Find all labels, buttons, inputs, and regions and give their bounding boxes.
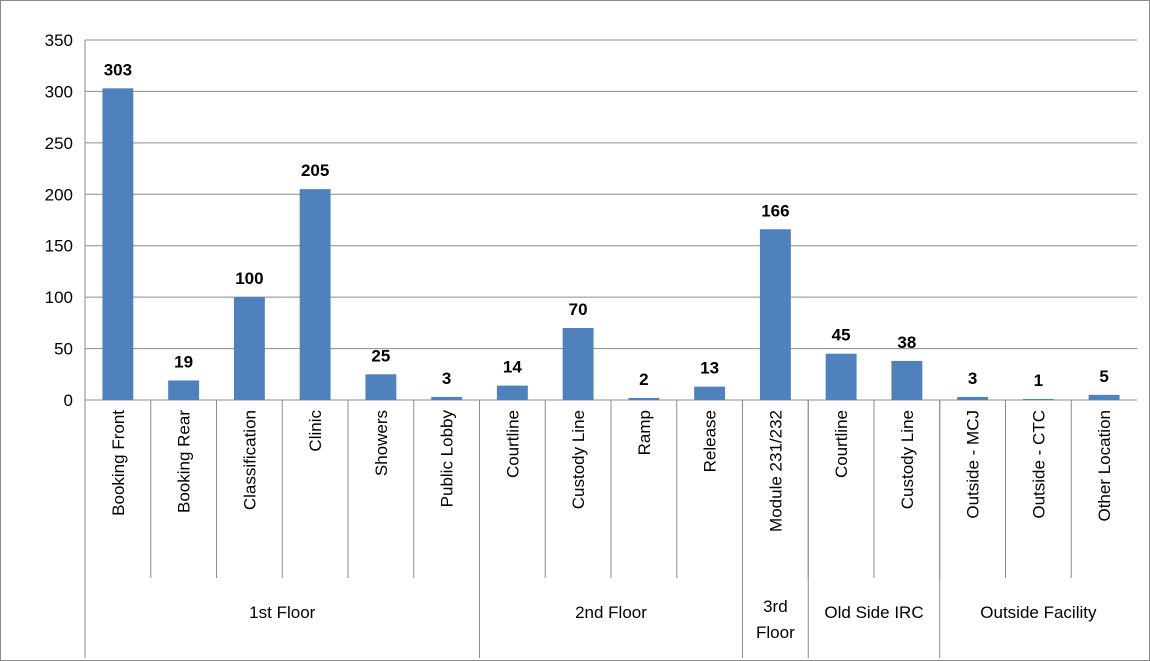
bar: [496, 385, 528, 400]
y-tick-label: 250: [45, 134, 73, 153]
data-label: 205: [301, 161, 329, 180]
y-tick-label: 100: [45, 288, 73, 307]
bar: [1022, 398, 1054, 400]
data-label: 45: [832, 326, 851, 345]
category-label: Showers: [372, 410, 391, 476]
bar: [365, 374, 397, 400]
bar: [562, 328, 594, 400]
group-label: 2nd Floor: [575, 603, 647, 622]
y-tick-label: 300: [45, 82, 73, 101]
data-label: 70: [569, 300, 588, 319]
bar: [957, 396, 989, 400]
category-label: Classification: [240, 410, 259, 510]
category-label: Outside - MCJ: [964, 410, 983, 519]
category-label: Booking Rear: [175, 410, 194, 513]
bar: [628, 397, 660, 400]
group-label: 3rd Floor: [756, 597, 795, 642]
category-label: Module 231/232: [766, 410, 785, 532]
bar: [431, 396, 463, 400]
data-label: 5: [1099, 367, 1108, 386]
data-label: 303: [104, 60, 132, 79]
data-label: 38: [897, 333, 916, 352]
data-label: 13: [700, 359, 719, 378]
bar: [891, 360, 923, 400]
data-label: 14: [503, 358, 522, 377]
category-label: Clinic: [306, 410, 325, 452]
category-label: Courtline: [503, 410, 522, 478]
y-tick-label: 200: [45, 185, 73, 204]
category-label: Outside - CTC: [1029, 410, 1048, 519]
group-label: Outside Facility: [980, 603, 1097, 622]
bar: [168, 380, 200, 400]
data-label: 2: [639, 370, 648, 389]
category-label: Release: [701, 410, 720, 472]
bar: [233, 297, 265, 400]
category-label: Booking Front: [109, 410, 128, 516]
data-label: 100: [235, 269, 263, 288]
bar: [1088, 394, 1120, 400]
data-label: 3: [442, 369, 451, 388]
data-label: 3: [968, 369, 977, 388]
group-label: Old Side IRC: [824, 603, 923, 622]
y-tick-label: 0: [64, 391, 73, 410]
data-label: 1: [1034, 371, 1043, 390]
y-tick-label: 350: [45, 31, 73, 50]
category-label: Ramp: [635, 410, 654, 455]
group-label: 1st Floor: [249, 603, 315, 622]
bar: [825, 353, 857, 400]
data-label: 19: [174, 352, 193, 371]
y-tick-label: 150: [45, 237, 73, 256]
category-label: Custody Line: [569, 410, 588, 509]
bar: [759, 229, 791, 400]
category-label: Custody Line: [898, 410, 917, 509]
data-label: 25: [371, 346, 390, 365]
data-label: 166: [761, 201, 789, 220]
category-label: Public Lobby: [438, 410, 457, 508]
bar: [694, 386, 726, 400]
y-tick-label: 50: [54, 340, 73, 359]
bar: [299, 189, 331, 400]
bar: [102, 88, 134, 400]
category-label: Courtline: [832, 410, 851, 478]
category-label: Other Location: [1095, 410, 1114, 522]
